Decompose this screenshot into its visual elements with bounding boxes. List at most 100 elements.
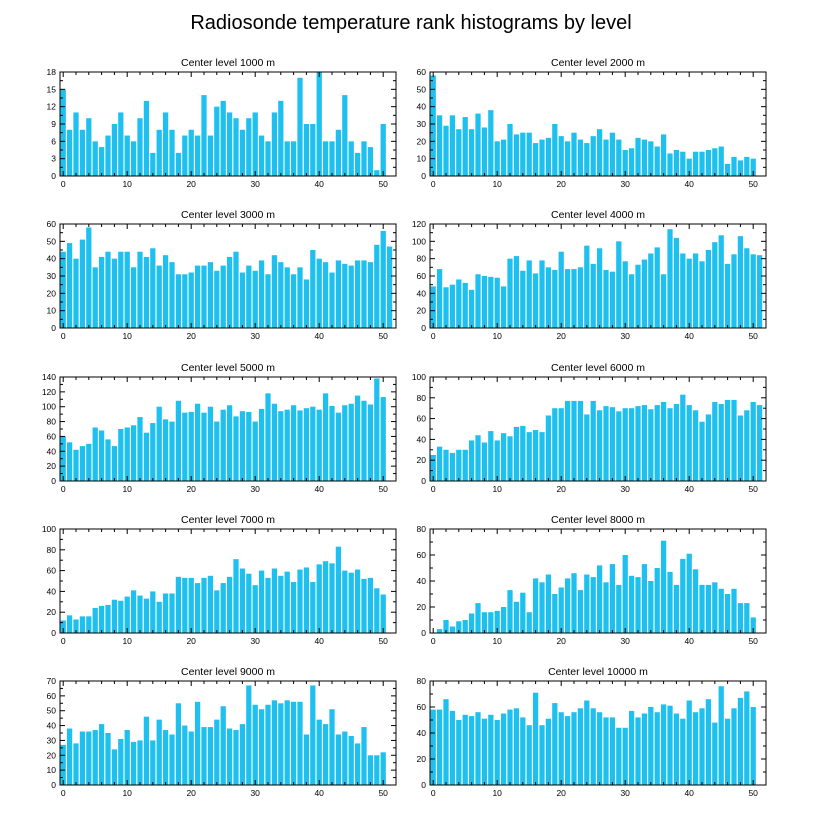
bar xyxy=(654,247,660,328)
x-tick-label: 10 xyxy=(492,636,502,646)
bar xyxy=(488,714,494,785)
bar xyxy=(226,112,233,176)
bar xyxy=(111,124,118,176)
bar xyxy=(558,587,564,633)
x-tick-label: 30 xyxy=(620,788,630,798)
x-tick-label: 30 xyxy=(250,331,260,341)
bar xyxy=(150,423,156,481)
x-tick-label: 0 xyxy=(61,636,66,646)
bar xyxy=(494,277,500,328)
bar xyxy=(271,568,278,633)
bar xyxy=(239,724,246,785)
bar xyxy=(150,152,156,176)
bar xyxy=(520,717,526,785)
bar xyxy=(660,540,667,633)
x-tick-label: 20 xyxy=(556,636,566,646)
bar xyxy=(513,708,520,785)
bar xyxy=(335,129,342,176)
bar xyxy=(526,432,532,481)
bar xyxy=(367,577,374,633)
bar xyxy=(335,412,342,481)
bar xyxy=(194,135,201,176)
bar xyxy=(143,100,150,176)
bar xyxy=(667,229,673,328)
bar xyxy=(724,594,731,633)
bar xyxy=(252,585,258,633)
bar xyxy=(635,264,641,328)
bar xyxy=(335,260,342,328)
bar xyxy=(271,700,278,785)
bar xyxy=(188,577,194,633)
bar xyxy=(220,100,226,176)
bar xyxy=(699,584,705,633)
x-tick-label: 0 xyxy=(431,484,436,494)
bar xyxy=(468,716,475,785)
bar xyxy=(488,431,494,481)
bar xyxy=(449,284,456,328)
bar xyxy=(648,581,654,633)
x-tick-label: 0 xyxy=(61,179,66,189)
bar xyxy=(731,156,737,176)
bar xyxy=(233,118,239,176)
bar xyxy=(481,276,488,328)
bar xyxy=(329,272,335,328)
bar xyxy=(278,575,284,633)
bar xyxy=(143,256,150,328)
bar xyxy=(130,267,137,328)
bar xyxy=(194,265,201,328)
bar xyxy=(380,752,386,785)
x-tick-label: 10 xyxy=(492,331,502,341)
x-tick-label: 20 xyxy=(186,484,196,494)
bar xyxy=(609,271,616,328)
bar xyxy=(667,571,673,633)
x-tick-label: 40 xyxy=(314,331,324,341)
bar xyxy=(577,139,584,176)
y-tick-label: 0 xyxy=(421,780,426,790)
x-tick-label: 40 xyxy=(684,636,694,646)
bar xyxy=(673,150,680,176)
bar xyxy=(705,699,712,785)
bar xyxy=(750,401,756,481)
bar xyxy=(239,568,246,633)
bar xyxy=(628,575,635,633)
bar xyxy=(66,442,73,481)
bar xyxy=(374,755,380,785)
x-tick-label: 30 xyxy=(250,636,260,646)
bar xyxy=(468,440,475,481)
bar xyxy=(175,274,182,328)
bar xyxy=(380,397,386,481)
bar xyxy=(316,72,322,176)
x-tick-label: 30 xyxy=(250,788,260,798)
bar xyxy=(194,403,201,481)
bar xyxy=(342,405,348,481)
bar xyxy=(105,733,111,785)
x-tick-label: 40 xyxy=(314,179,324,189)
bar xyxy=(233,730,239,785)
x-tick-label: 30 xyxy=(250,484,260,494)
bar xyxy=(310,124,316,176)
bar xyxy=(156,406,162,481)
bar xyxy=(507,258,513,328)
bar xyxy=(532,430,539,481)
bar xyxy=(558,251,564,328)
y-tick-label: 0 xyxy=(51,628,56,638)
x-tick-label: 40 xyxy=(684,179,694,189)
bar xyxy=(507,436,513,481)
bar xyxy=(539,432,545,481)
x-tick-label: 10 xyxy=(492,788,502,798)
bar xyxy=(175,703,182,785)
x-tick-label: 50 xyxy=(378,484,388,494)
bar xyxy=(169,421,175,481)
bar xyxy=(226,728,233,785)
bar xyxy=(137,417,143,481)
bar xyxy=(436,629,443,633)
bar xyxy=(654,712,660,785)
bar xyxy=(616,411,622,481)
bar xyxy=(724,718,731,785)
bar xyxy=(513,256,520,328)
bar xyxy=(590,136,596,176)
bar xyxy=(239,129,246,176)
bar xyxy=(526,260,532,328)
bar xyxy=(92,608,98,633)
bar xyxy=(207,135,214,176)
